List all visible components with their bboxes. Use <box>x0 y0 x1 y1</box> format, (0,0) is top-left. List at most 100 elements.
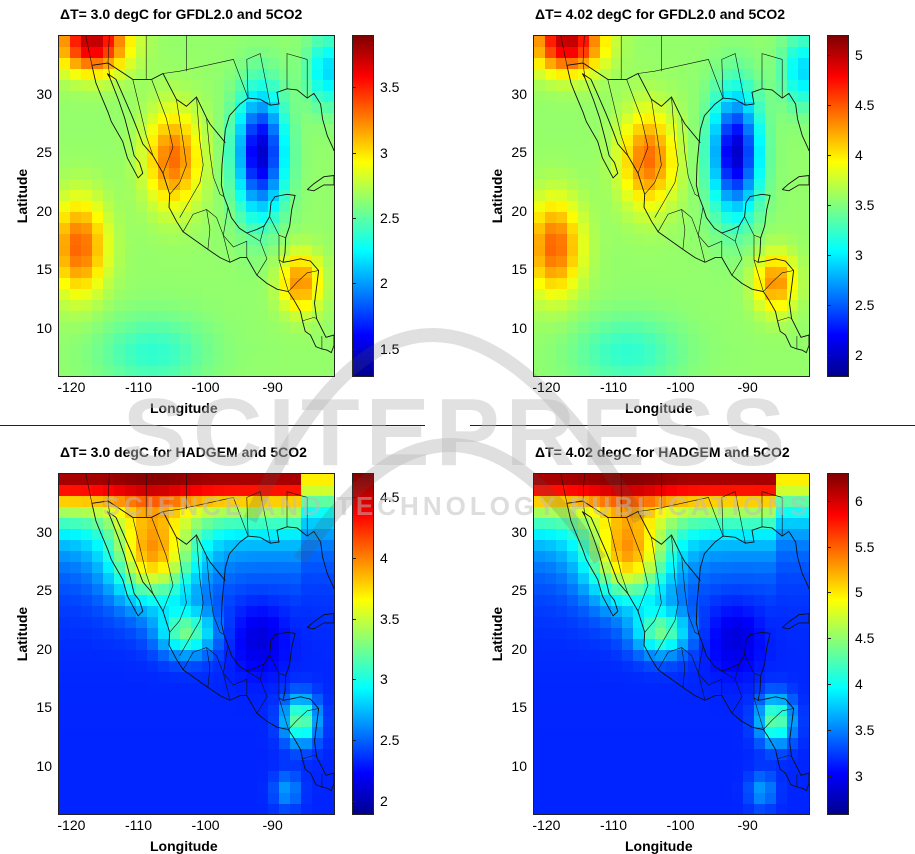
colorbar-tick-mark <box>352 152 356 154</box>
x-tick-label: -110 <box>124 379 152 395</box>
x-tick-label: -110 <box>599 379 627 395</box>
x-axis-label: Longitude <box>150 400 218 416</box>
heatmap-cells <box>59 36 334 376</box>
colorbar-tick-mark <box>827 546 831 548</box>
temperature-map <box>533 473 810 815</box>
colorbar-tick-label: 2.5 <box>380 732 400 749</box>
colorbar-tick-label: 4 <box>380 550 388 566</box>
colorbar-tick-label: 2 <box>380 275 388 292</box>
x-tick-label: -110 <box>124 817 152 833</box>
colorbar-tick-label: 3 <box>380 144 388 161</box>
colorbar-tick-mark <box>827 776 831 778</box>
y-tick-label: 20 <box>36 202 52 219</box>
country-borders <box>85 36 334 354</box>
y-tick-label: 15 <box>511 699 527 716</box>
temperature-map <box>533 35 810 377</box>
x-tick-label: -90 <box>262 817 283 833</box>
colorbar-tick-label: 4.5 <box>855 97 875 113</box>
colorbar-tick-mark <box>352 800 356 802</box>
y-tick-label: 25 <box>511 582 527 599</box>
y-tick-label: 10 <box>511 320 527 337</box>
colorbar <box>352 473 374 815</box>
colorbar-tick-mark <box>827 305 831 306</box>
x-tick-label: -100 <box>191 379 220 395</box>
x-tick-label: -90 <box>737 817 758 833</box>
x-tick-label: -90 <box>737 379 758 395</box>
colorbar-tick-label: 3 <box>380 671 388 688</box>
temperature-map <box>58 473 335 815</box>
panel-title: ΔT= 3.0 degC for GFDL2.0 and 5CO2 <box>60 6 303 22</box>
colorbar-tick-mark <box>827 205 831 206</box>
y-axis-label: Latitude <box>14 168 30 224</box>
y-tick-label: 10 <box>511 758 527 775</box>
colorbar <box>827 473 849 815</box>
x-tick-label: -90 <box>262 379 283 395</box>
x-tick-label: -100 <box>666 817 695 833</box>
colorbar-tick-mark <box>827 730 831 732</box>
colorbar-tick-label: 2 <box>855 347 863 363</box>
map-panel-gfdl-4-02: ΔT= 4.02 degC for GFDL2.0 and 5CO2 5 4.5 4 3… <box>475 0 915 416</box>
colorbar-tick-label: 3.5 <box>855 722 875 739</box>
y-tick-label: 15 <box>36 699 52 716</box>
x-tick-label: -100 <box>666 379 695 395</box>
y-tick-label: 20 <box>511 202 527 219</box>
x-tick-label: -120 <box>57 379 86 395</box>
colorbar-tick-label: 1.5 <box>380 340 400 357</box>
x-tick-label: -120 <box>532 817 561 833</box>
x-tick-label: -100 <box>191 817 220 833</box>
y-axis-label: Latitude <box>14 606 30 662</box>
y-tick-label: 30 <box>36 523 52 540</box>
colorbar-tick-mark <box>352 558 356 559</box>
country-borders <box>85 474 334 792</box>
map-panel-hadgem-4-02: ΔT= 4.02 degC for HADGEM and 5CO2 6 5.5 5 4.… <box>475 438 915 854</box>
y-tick-label: 20 <box>36 640 52 657</box>
map-svg <box>534 474 809 814</box>
colorbar-tick-label: 2.5 <box>380 210 400 227</box>
x-tick-label: -110 <box>599 817 627 833</box>
divider-line-left <box>0 425 425 426</box>
colorbar-tick-mark <box>352 497 356 499</box>
panel-title: ΔT= 4.02 degC for GFDL2.0 and 5CO2 <box>535 6 786 22</box>
colorbar-tick-mark <box>352 618 356 620</box>
map-svg <box>59 474 334 814</box>
colorbar-tick-label: 5 <box>855 584 863 601</box>
colorbar-tick-label: 3.5 <box>380 79 400 96</box>
panel-title: ΔT= 3.0 degC for HADGEM and 5CO2 <box>60 444 307 460</box>
y-axis-label: Latitude <box>489 606 505 662</box>
x-axis-label: Longitude <box>625 838 693 854</box>
y-tick-label: 10 <box>36 758 52 775</box>
colorbar <box>827 35 849 377</box>
y-tick-label: 25 <box>511 144 527 161</box>
colorbar-tick-label: 4 <box>855 676 863 693</box>
colorbar-tick-label: 4.5 <box>380 489 400 506</box>
y-tick-label: 10 <box>36 320 52 337</box>
colorbar-tick-mark <box>827 105 831 106</box>
country-borders <box>560 474 809 792</box>
colorbar-tick-mark <box>827 255 831 256</box>
y-tick-label: 15 <box>511 261 527 278</box>
x-tick-label: -120 <box>532 379 561 395</box>
heatmap-cells <box>534 474 809 814</box>
colorbar-tick-mark <box>352 740 356 742</box>
map-panel-hadgem-3-0: ΔT= 3.0 degC for HADGEM and 5CO2 4.5 4 3.5 3… <box>0 438 440 854</box>
y-tick-label: 30 <box>511 523 527 540</box>
x-axis-label: Longitude <box>150 838 218 854</box>
y-tick-label: 25 <box>36 144 52 161</box>
colorbar-tick-mark <box>827 592 831 594</box>
colorbar-tick-mark <box>827 355 831 356</box>
colorbar-tick-mark <box>352 218 356 220</box>
colorbar-tick-label: 4.5 <box>855 630 875 647</box>
colorbar-tick-mark <box>827 55 831 56</box>
colorbar-tick-mark <box>352 348 356 350</box>
colorbar-tick-label: 4 <box>855 147 863 163</box>
colorbar-tick-mark <box>352 283 356 285</box>
y-tick-label: 30 <box>511 85 527 102</box>
map-svg <box>534 36 809 376</box>
divider-line-right <box>470 425 915 426</box>
colorbar-tick-label: 3.5 <box>855 197 875 213</box>
x-tick-label: -120 <box>57 817 86 833</box>
colorbar-tick-label: 6 <box>855 492 863 509</box>
colorbar-tick-label: 2.5 <box>855 297 875 313</box>
panel-title: ΔT= 4.02 degC for HADGEM and 5CO2 <box>535 444 790 460</box>
colorbar-tick-label: 2 <box>380 792 388 809</box>
